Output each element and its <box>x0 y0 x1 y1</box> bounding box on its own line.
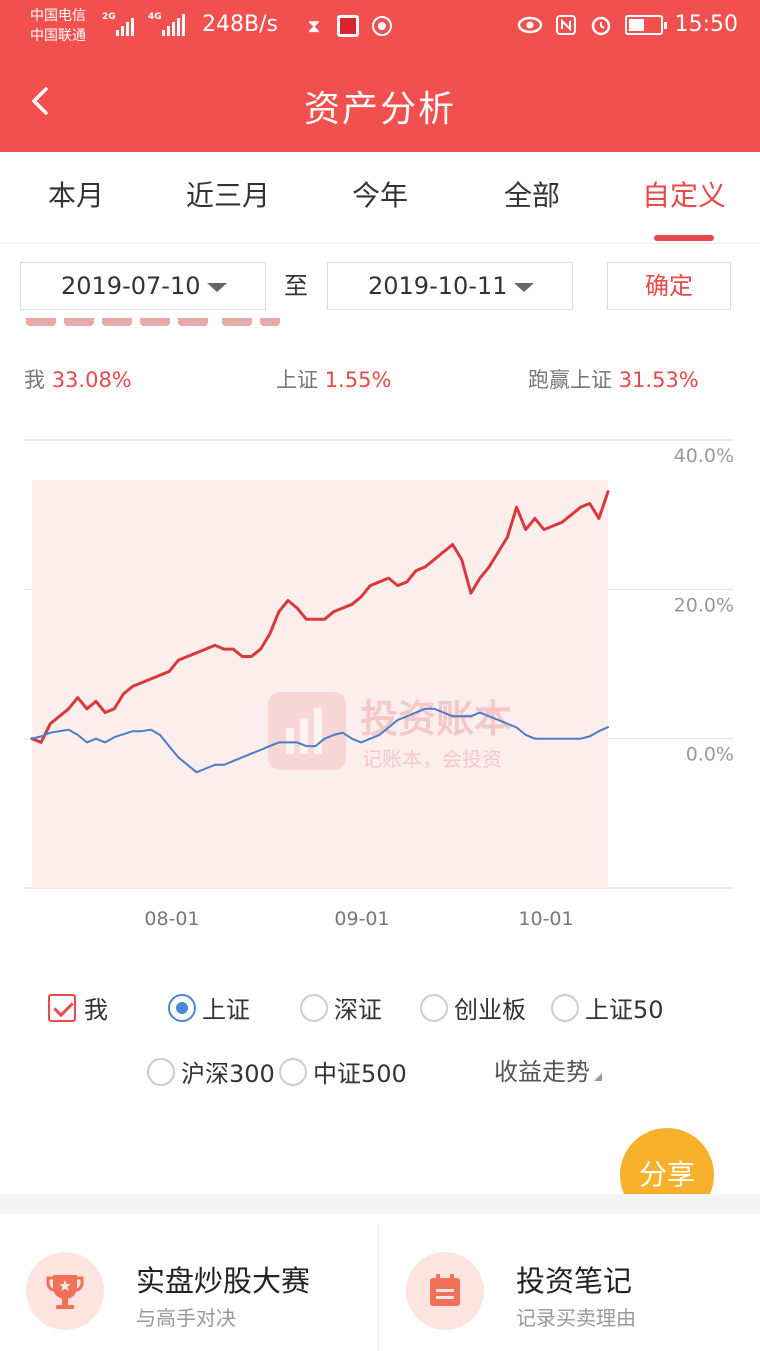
chart-fill-area <box>32 480 608 888</box>
legend-item-hs300[interactable]: 沪深300 <box>147 1054 275 1089</box>
hourglass-icon: ⧗ <box>307 15 321 37</box>
obscured-value-fragment <box>22 318 282 328</box>
return-summary: 我 33.08% 上证 1.55% 跑赢上证 31.53% <box>0 364 760 394</box>
start-date-value: 2019-07-10 <box>61 272 201 300</box>
dropdown-caret-icon <box>207 283 227 292</box>
radio-selected-icon[interactable] <box>168 993 196 1022</box>
legend-label: 深证 <box>334 996 382 1024</box>
feature-cards: 实盘炒股大赛 与高手对决 投资笔记 记录买卖理由 <box>0 1214 760 1351</box>
page-title: 资产分析 <box>303 89 456 130</box>
series-line-me <box>30 490 610 744</box>
app-notification-icon <box>336 14 360 38</box>
carrier-2: 中国联通 <box>30 28 86 44</box>
trend-type-label: 收益走势 <box>494 1058 590 1086</box>
section-divider <box>0 1194 760 1214</box>
title-bar: 资产分析 <box>0 52 760 152</box>
excess-return-label: 跑赢上证 <box>528 368 612 392</box>
y-tick-label: 0.0% <box>686 744 734 766</box>
legend-item-sz[interactable]: 深证 <box>300 990 382 1025</box>
my-return-value: 33.08% <box>51 368 132 392</box>
tab-all[interactable]: 全部 <box>503 179 560 212</box>
card-title: 投资笔记 <box>516 1264 633 1298</box>
eye-icon <box>517 16 542 33</box>
watermark-logo-icon <box>268 692 346 770</box>
series-line-sh <box>31 707 609 774</box>
radio-icon[interactable] <box>279 1057 307 1086</box>
legend-item-me[interactable]: 我 <box>48 990 108 1025</box>
card-investment-notes[interactable]: 投资笔记 记录买卖理由 <box>380 1214 758 1351</box>
radio-icon[interactable] <box>300 993 328 1022</box>
x-tick-label: 10-01 <box>518 908 573 930</box>
signal-icon: 4G <box>148 12 185 36</box>
radio-icon[interactable] <box>551 993 579 1022</box>
excess-return: 跑赢上证 31.53% <box>528 364 699 394</box>
network-type-2: 4G <box>148 12 162 22</box>
card-title: 实盘炒股大赛 <box>136 1264 311 1298</box>
legend-item-sh50[interactable]: 上证50 <box>551 990 664 1025</box>
signal-icon: 2G <box>102 12 134 36</box>
legend-item-zz500[interactable]: 中证500 <box>279 1054 407 1089</box>
checkbox-checked-icon[interactable] <box>48 993 76 1022</box>
x-tick-label: 09-01 <box>334 908 389 930</box>
date-range-row: 2019-07-10 至 2019-10-11 确定 <box>0 262 760 310</box>
date-separator: 至 <box>284 272 308 300</box>
legend-item-sh[interactable]: 上证 <box>168 990 250 1025</box>
period-tabs: 本月 近三月 今年 全部 自定义 <box>0 152 760 244</box>
confirm-button[interactable]: 确定 <box>607 262 731 310</box>
my-return: 我 33.08% <box>24 364 132 394</box>
alarm-icon <box>591 16 610 35</box>
tab-this-month[interactable]: 本月 <box>47 179 104 212</box>
legend-label: 上证 <box>202 996 250 1024</box>
card-subtitle: 记录买卖理由 <box>516 1306 636 1330</box>
excess-return-value: 31.53% <box>618 368 699 392</box>
legend-label: 沪深300 <box>181 1060 275 1088</box>
tab-last-three-months[interactable]: 近三月 <box>185 179 270 212</box>
tab-custom[interactable]: 自定义 <box>608 152 760 243</box>
radio-icon[interactable] <box>420 993 448 1022</box>
tab-this-year[interactable]: 今年 <box>351 179 408 212</box>
x-tick-label: 08-01 <box>144 908 199 930</box>
carrier-1: 中国电信 <box>30 8 86 24</box>
legend-label: 创业板 <box>454 996 526 1024</box>
legend-item-chinext[interactable]: 创业板 <box>420 990 526 1025</box>
return-trend-chart: 投资账本 记账本，会投资 40.0% 20.0% 0.0% 08-01 09-01 10-… <box>24 439 734 930</box>
trophy-icon <box>26 1252 104 1330</box>
sh-return-value: 1.55% <box>324 368 392 392</box>
network-speed: 248B/s <box>202 12 278 37</box>
dropdown-triangle-icon <box>594 1072 602 1081</box>
legend-label: 上证50 <box>585 996 664 1024</box>
end-date-value: 2019-10-11 <box>368 272 508 300</box>
status-bar: 中国电信 中国联通 2G 4G 248B/s ⧗ 15:50 <box>0 0 760 52</box>
clock: 15:50 <box>674 12 738 37</box>
watermark: 投资账本 记账本，会投资 <box>268 692 512 771</box>
card-subtitle: 与高手对决 <box>136 1306 236 1330</box>
watermark-subtitle: 记账本，会投资 <box>362 747 502 771</box>
radio-icon[interactable] <box>147 1057 175 1086</box>
legend-label: 我 <box>84 996 108 1024</box>
y-tick-label: 40.0% <box>674 445 734 467</box>
y-tick-label: 20.0% <box>674 594 734 616</box>
card-separator <box>378 1224 379 1351</box>
start-date-select[interactable]: 2019-07-10 <box>20 262 266 310</box>
my-return-label: 我 <box>24 368 45 392</box>
legend-label: 中证500 <box>313 1060 407 1088</box>
end-date-select[interactable]: 2019-10-11 <box>327 262 573 310</box>
nfc-icon <box>555 14 576 35</box>
trend-type-select[interactable]: 收益走势 <box>494 1052 602 1087</box>
sh-return-label: 上证 <box>276 368 318 392</box>
carrier-names: 中国电信 中国联通 <box>30 6 86 46</box>
network-type-1: 2G <box>102 12 116 22</box>
dropdown-caret-icon <box>514 283 534 292</box>
battery-icon <box>624 14 667 35</box>
vpn-icon <box>370 14 394 38</box>
sh-return: 上证 1.55% <box>276 364 391 394</box>
watermark-title: 投资账本 <box>360 697 512 741</box>
card-stock-contest[interactable]: 实盘炒股大赛 与高手对决 <box>0 1214 378 1351</box>
calendar-note-icon <box>406 1252 484 1330</box>
chevron-left-icon[interactable] <box>28 86 52 116</box>
